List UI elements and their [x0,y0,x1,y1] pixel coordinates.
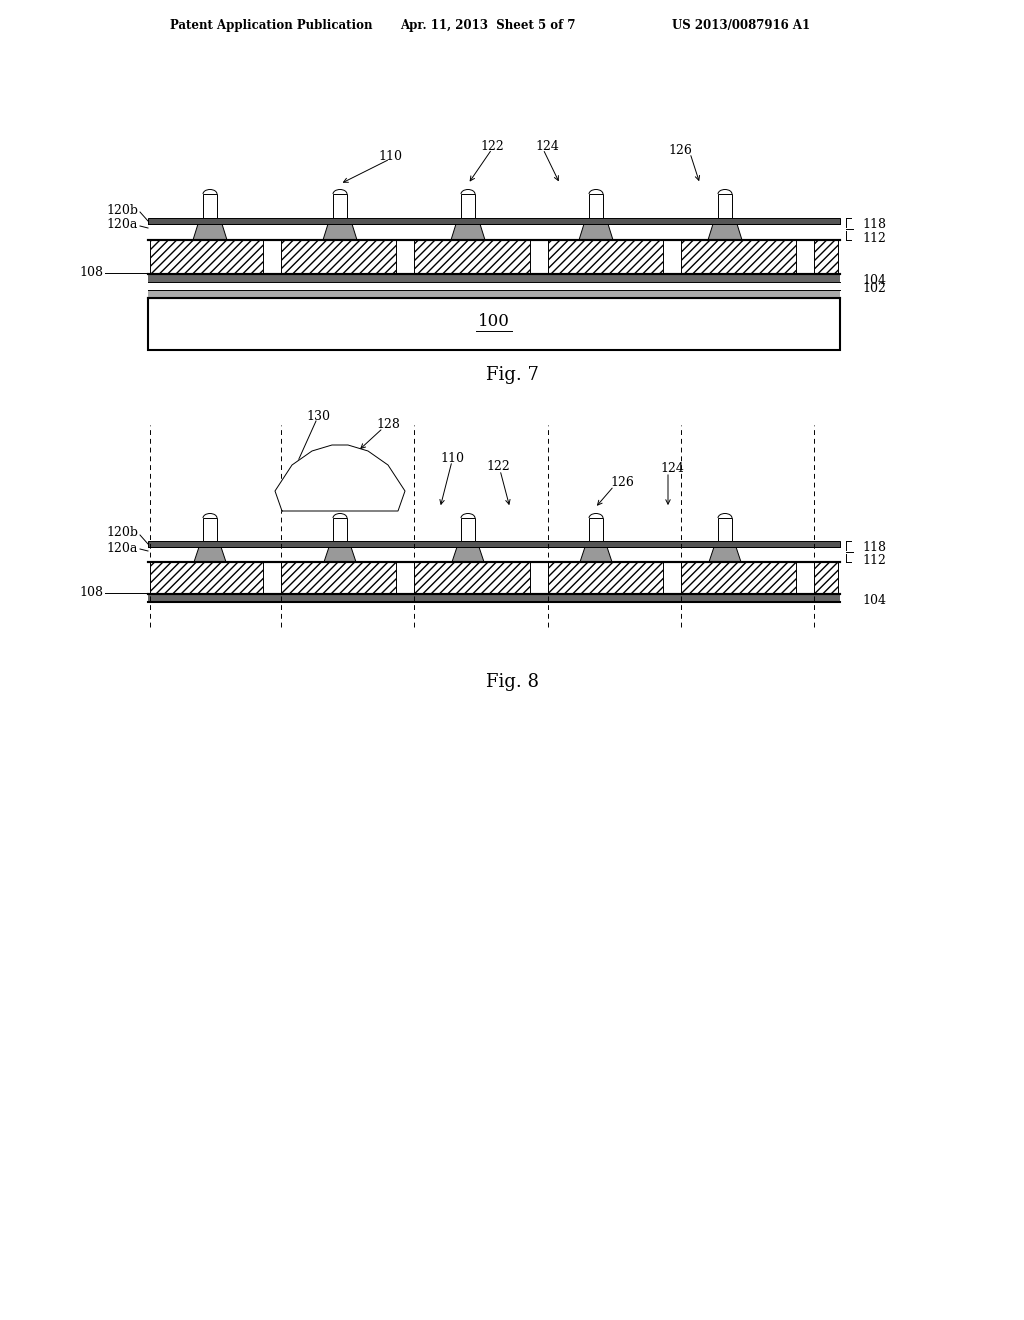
Text: Fig. 7: Fig. 7 [485,366,539,384]
Bar [203,194,217,218]
Bar [548,562,663,594]
Text: 108: 108 [79,586,103,598]
Text: 102: 102 [862,281,886,294]
Polygon shape [580,546,612,562]
Polygon shape [193,224,227,240]
Text: 108: 108 [79,265,103,279]
Bar [461,517,475,541]
Polygon shape [275,445,406,511]
Text: 120b: 120b [106,203,138,216]
Bar [150,562,263,594]
Bar [148,290,840,298]
Bar [414,240,530,275]
Bar [333,194,347,218]
Bar [718,194,732,218]
Bar [203,517,217,541]
Text: 120a: 120a [106,219,138,231]
Text: Patent Application Publication: Patent Application Publication [170,18,373,32]
Bar [414,562,530,594]
Text: 120b: 120b [106,527,138,540]
Bar [333,517,347,541]
Text: 120a: 120a [106,541,138,554]
Text: 104: 104 [862,273,886,286]
Text: 100: 100 [478,314,510,330]
Bar [281,562,396,594]
Text: 122: 122 [480,140,504,153]
Bar [148,546,840,562]
Text: 118: 118 [862,541,886,554]
Text: 112: 112 [862,232,886,246]
Bar [150,240,263,275]
Text: 110: 110 [440,451,464,465]
Text: US 2013/0087916 A1: US 2013/0087916 A1 [672,18,810,32]
Polygon shape [323,224,357,240]
Bar [814,240,838,275]
Text: 128: 128 [376,418,400,432]
Polygon shape [709,546,741,562]
Bar [148,298,840,350]
Bar [148,562,840,594]
Bar [461,194,475,218]
Bar [589,194,603,218]
Bar [814,562,838,594]
Polygon shape [452,546,484,562]
Bar [681,240,796,275]
Text: 126: 126 [610,477,634,490]
Bar [148,218,840,224]
Text: 124: 124 [535,140,559,153]
Polygon shape [579,224,613,240]
Bar [148,541,840,546]
Bar [148,224,840,240]
Bar [281,240,396,275]
Polygon shape [194,546,226,562]
Bar [718,517,732,541]
Text: 126: 126 [668,144,692,157]
Polygon shape [708,224,742,240]
Bar [548,240,663,275]
Bar [148,275,840,282]
Text: Apr. 11, 2013  Sheet 5 of 7: Apr. 11, 2013 Sheet 5 of 7 [400,18,575,32]
Bar [681,562,796,594]
Bar [148,282,840,290]
Text: 104: 104 [862,594,886,606]
Polygon shape [451,224,485,240]
Text: 122: 122 [486,461,510,474]
Text: 124: 124 [660,462,684,475]
Text: Fig. 8: Fig. 8 [485,673,539,690]
Bar [589,517,603,541]
Text: 112: 112 [862,554,886,568]
Text: 118: 118 [862,219,886,231]
Text: 130: 130 [306,411,330,424]
Polygon shape [324,546,356,562]
Bar [148,594,840,602]
Bar [148,240,840,275]
Text: 110: 110 [378,150,402,164]
